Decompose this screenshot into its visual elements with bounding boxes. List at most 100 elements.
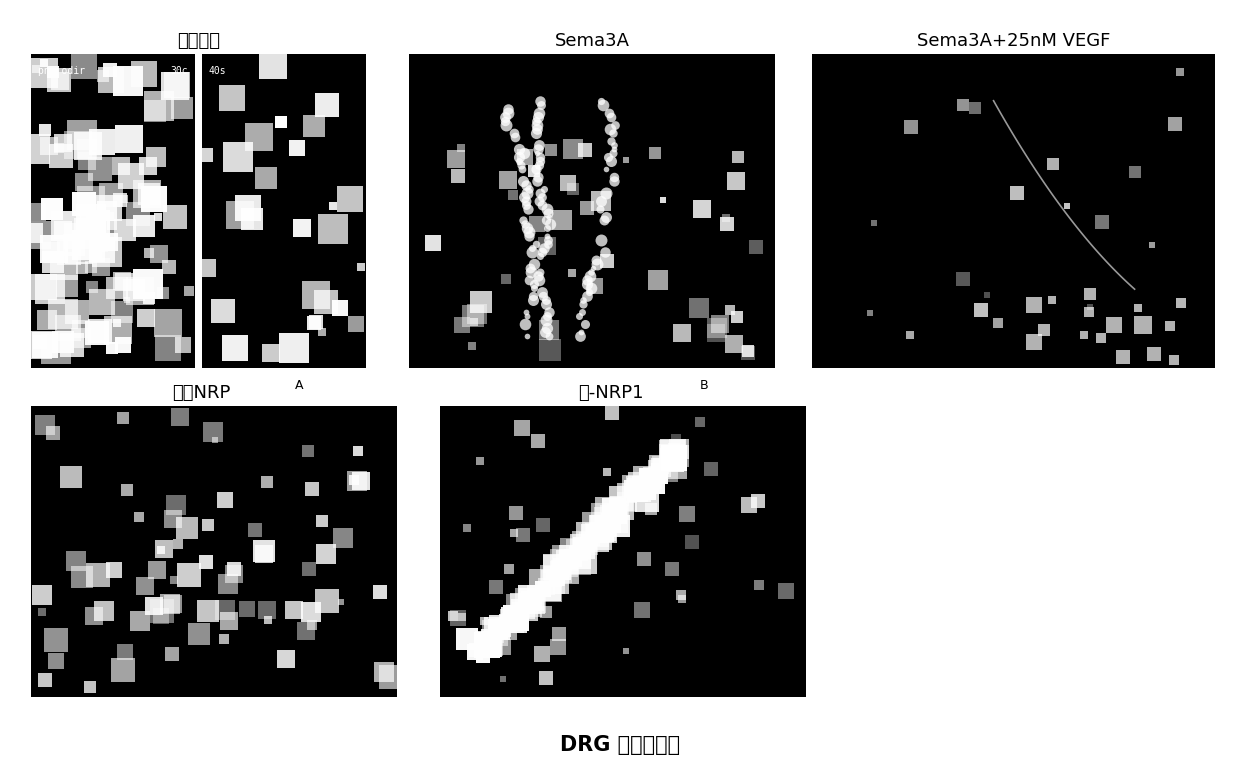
Point (42, 203, 62, 215)
Point (649, 466, 668, 478)
Point (284, 604, 304, 616)
Point (717, 218, 737, 230)
Point (99, 235, 119, 247)
Point (470, 455, 490, 467)
Point (45, 243, 64, 255)
Point (238, 202, 258, 214)
Point (620, 498, 640, 510)
Point (138, 277, 157, 290)
Point (296, 624, 316, 637)
Point (671, 589, 691, 601)
Point (547, 561, 567, 573)
Point (738, 345, 758, 357)
Point (351, 260, 371, 273)
Point (481, 633, 501, 645)
Point (35, 674, 55, 686)
Point (27, 339, 47, 352)
Point (527, 123, 547, 135)
Point (496, 615, 516, 627)
Point (508, 600, 528, 612)
Point (570, 538, 590, 550)
Point (1080, 301, 1100, 313)
Point (523, 165, 543, 177)
Point (526, 162, 546, 175)
Point (567, 544, 587, 556)
Point (1169, 66, 1189, 78)
Point (477, 639, 497, 651)
Point (748, 495, 768, 507)
Point (527, 218, 547, 231)
Point (33, 67, 53, 79)
Point (46, 655, 66, 667)
Point (114, 411, 134, 424)
Point (503, 188, 523, 201)
Point (542, 558, 562, 570)
Point (516, 218, 536, 231)
Point (341, 193, 361, 205)
Point (303, 483, 322, 495)
Point (298, 445, 317, 457)
Point (249, 131, 269, 143)
Point (71, 322, 91, 335)
Point (604, 139, 624, 151)
Point (651, 460, 671, 472)
Point (573, 536, 593, 548)
Point (557, 547, 577, 559)
Point (611, 505, 631, 517)
Point (153, 286, 172, 299)
Point (533, 519, 553, 531)
Point (599, 504, 619, 516)
Point (81, 194, 100, 206)
Text: 40s: 40s (208, 66, 226, 76)
Point (218, 578, 238, 591)
Point (952, 273, 972, 285)
Point (536, 294, 556, 306)
Point (35, 281, 55, 293)
Point (577, 533, 596, 545)
Point (113, 339, 133, 352)
Point (573, 298, 593, 310)
Point (971, 304, 991, 316)
Point (108, 324, 128, 336)
Point (584, 526, 604, 538)
Point (450, 142, 470, 154)
Point (496, 115, 516, 127)
Point (1142, 239, 1162, 251)
Point (724, 338, 744, 350)
Point (508, 155, 528, 167)
Point (665, 452, 684, 464)
Point (112, 160, 131, 172)
Point (55, 260, 74, 272)
Point (603, 126, 622, 139)
Point (57, 280, 77, 293)
Point (36, 124, 56, 136)
Point (616, 645, 636, 657)
Point (552, 214, 572, 226)
Point (506, 612, 526, 624)
Point (548, 641, 568, 653)
Point (177, 522, 197, 534)
Point (589, 531, 609, 543)
Point (662, 454, 682, 466)
Point (640, 473, 660, 485)
Point (517, 186, 537, 198)
Point (257, 476, 277, 488)
Point (622, 480, 642, 492)
Point (528, 171, 548, 183)
Point (149, 211, 169, 224)
Point (370, 586, 389, 598)
Point (464, 316, 484, 328)
Point (485, 642, 505, 654)
Point (599, 106, 619, 119)
Point (1127, 302, 1147, 314)
Point (81, 213, 100, 225)
Point (91, 221, 110, 233)
Point (529, 250, 549, 263)
Point (538, 211, 558, 223)
Point (496, 110, 516, 123)
Point (146, 150, 166, 162)
Point (486, 627, 506, 639)
Point (68, 244, 88, 257)
Point (622, 483, 642, 495)
Point (472, 650, 492, 663)
